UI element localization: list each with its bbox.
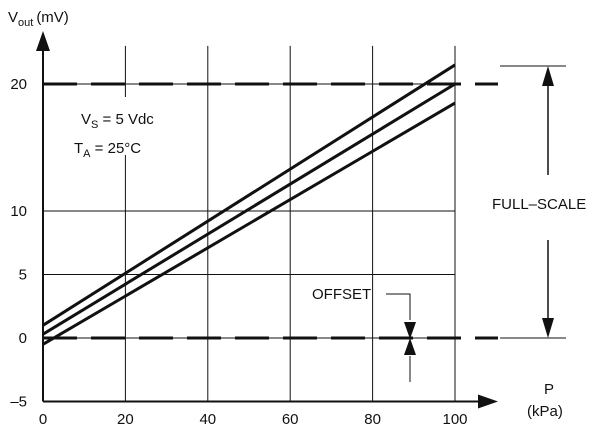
series-line-2 [42,82,456,336]
reference-lines [43,82,498,340]
y-tick-label-0: 0 [19,330,27,347]
full-scale-arrow-up [542,66,554,86]
y-tick-label-5: 5 [19,267,27,284]
y-axis-arrow [36,31,50,51]
y-tick-label-10: 10 [10,203,27,220]
x-tick-label-40: 40 [199,411,216,428]
y-axis-label-sub: out [18,17,33,29]
x-axis-label: P [544,381,554,398]
x-tick-label-20: 20 [117,411,134,428]
x-tick-label-80: 80 [364,411,381,428]
series-line-1 [42,63,456,327]
axes [36,31,498,409]
y-axis-label: Vout (mV) [8,9,69,29]
series-line-3 [42,101,456,346]
offset-label: OFFSET [312,286,371,303]
offset-annotation: OFFSET [312,286,416,382]
y-axis-label-unit: (mV) [36,9,69,26]
y-tick-label--5: –5 [10,394,27,411]
condition-vs: VS = 5 Vdc [81,111,154,131]
x-tick-label-60: 60 [282,411,299,428]
series-lines [42,63,456,346]
x-tick-label-0: 0 [39,411,47,428]
full-scale-annotation: FULL–SCALE [488,65,598,339]
condition-ta: TA = 25°C [74,140,141,160]
x-axis-arrow [478,394,498,409]
y-tick-label-20: 20 [10,76,27,93]
conditions-box [52,97,197,155]
tick-labels: 0 20 40 60 80 100 –5 0 5 10 20 [10,76,467,428]
full-scale-label: FULL–SCALE [492,196,586,213]
x-axis-unit: (kPa) [527,403,563,420]
offset-arrow-up [404,338,416,355]
x-tick-label-100: 100 [442,411,467,428]
full-scale-arrow-down [542,318,554,338]
offset-arrow-down [404,322,416,339]
